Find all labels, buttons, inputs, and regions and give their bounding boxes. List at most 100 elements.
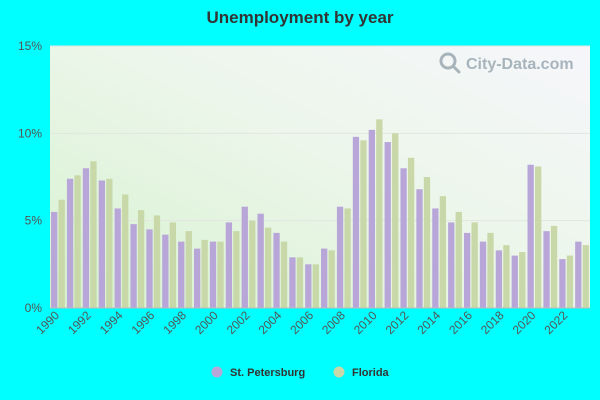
bars — [51, 119, 589, 308]
legend-marker — [211, 366, 223, 378]
bar-st-petersburg-2013 — [416, 189, 423, 308]
bar-st-petersburg-1991 — [66, 178, 74, 308]
bar-st-petersburg-1992 — [82, 168, 90, 308]
x-tick-label: 2014 — [414, 308, 443, 337]
bar-florida-1992 — [90, 161, 97, 308]
bar-st-petersburg-2007 — [321, 248, 328, 308]
bar-florida-2022 — [566, 255, 574, 308]
bar-st-petersburg-1990 — [51, 211, 58, 308]
x-tick-label: 2020 — [510, 308, 539, 337]
bar-st-petersburg-2018 — [495, 250, 503, 308]
y-tick-label: 10% — [18, 126, 42, 140]
x-tick-label: 2002 — [224, 308, 253, 337]
bar-st-petersburg-1997 — [162, 234, 169, 308]
y-axis: 0% 5% 10% 15% — [18, 39, 590, 315]
x-tick-label: 2010 — [351, 308, 380, 337]
bar-florida-2003 — [265, 227, 272, 308]
bar-florida-1999 — [201, 239, 208, 308]
bar-florida-2005 — [296, 257, 304, 308]
x-axis: 1990 1992 1994 1996 1998 2000 2002 2004 2006 2008… — [33, 308, 570, 337]
x-tick-label: 1998 — [160, 308, 189, 337]
bar-st-petersburg-2008 — [336, 206, 344, 308]
x-tick-label: 2022 — [542, 308, 571, 337]
bar-st-petersburg-2019 — [511, 255, 518, 308]
bar-florida-2009 — [360, 140, 367, 308]
bar-st-petersburg-2021 — [543, 231, 550, 308]
bar-florida-1998 — [185, 231, 192, 308]
legend-item: St. Petersburg — [211, 366, 305, 379]
x-tick-label: 1994 — [97, 308, 126, 337]
bar-st-petersburg-1998 — [178, 241, 185, 308]
bar-florida-1996 — [153, 215, 161, 308]
bar-florida-2016 — [471, 222, 478, 308]
bar-st-petersburg-2016 — [463, 232, 471, 308]
bar-florida-1997 — [169, 222, 177, 308]
bar-st-petersburg-1993 — [98, 180, 105, 308]
x-tick-label: 2016 — [446, 308, 475, 337]
bar-florida-2019 — [519, 252, 526, 308]
bar-florida-2006 — [312, 264, 319, 308]
bar-st-petersburg-2000 — [209, 241, 217, 308]
bar-florida-2013 — [423, 177, 431, 308]
bar-florida-1994 — [122, 194, 129, 308]
bar-florida-2023 — [582, 245, 589, 308]
bar-st-petersburg-2011 — [384, 142, 391, 308]
bar-florida-1993 — [106, 178, 113, 308]
bar-florida-1995 — [137, 210, 145, 308]
bar-florida-2020 — [535, 166, 542, 308]
y-tick-label: 0% — [25, 301, 43, 315]
bar-st-petersburg-1995 — [130, 224, 137, 308]
y-tick-label: 5% — [25, 214, 43, 228]
bar-st-petersburg-2002 — [241, 206, 248, 308]
bar-st-petersburg-2015 — [448, 222, 455, 308]
bar-st-petersburg-2020 — [527, 164, 534, 308]
watermark: City-Data.com — [439, 52, 574, 74]
bar-florida-2004 — [280, 241, 288, 308]
bar-florida-2018 — [503, 245, 510, 308]
bar-florida-2015 — [455, 211, 462, 308]
bar-florida-2000 — [217, 241, 224, 308]
bar-st-petersburg-2010 — [368, 129, 375, 308]
bar-florida-2008 — [344, 208, 351, 308]
chart-title: Unemployment by year — [206, 8, 394, 27]
bar-st-petersburg-2017 — [479, 241, 487, 308]
bar-st-petersburg-2006 — [305, 264, 312, 308]
bar-florida-2011 — [392, 133, 399, 308]
y-tick-label: 15% — [18, 39, 42, 53]
x-tick-label: 2000 — [192, 308, 221, 337]
bar-florida-2010 — [376, 119, 383, 308]
bar-florida-2017 — [487, 232, 494, 308]
legend: St. Petersburg Florida — [211, 366, 390, 379]
x-tick-label: 2018 — [478, 308, 507, 337]
bar-st-petersburg-2004 — [273, 232, 280, 308]
x-tick-label: 1996 — [129, 308, 158, 337]
legend-label: St. Petersburg — [230, 367, 305, 379]
bar-florida-1990 — [58, 199, 65, 308]
x-tick-label: 2006 — [287, 308, 316, 337]
bar-florida-2014 — [439, 196, 447, 308]
magnifier-icon — [439, 52, 461, 74]
bar-st-petersburg-2014 — [432, 208, 439, 308]
bar-st-petersburg-2009 — [352, 136, 360, 308]
watermark-text: City-Data.com — [466, 56, 574, 73]
bar-st-petersburg-1994 — [114, 208, 121, 308]
bar-florida-2007 — [328, 250, 335, 308]
x-tick-label: 2004 — [256, 308, 285, 337]
legend-label: Florida — [352, 367, 390, 379]
legend-marker — [333, 366, 345, 378]
bar-st-petersburg-2003 — [257, 213, 264, 308]
bar-st-petersburg-1999 — [193, 248, 201, 308]
legend-item: Florida — [333, 366, 390, 379]
x-tick-label: 2008 — [319, 308, 348, 337]
bar-st-petersburg-2001 — [225, 222, 233, 308]
bar-st-petersburg-2005 — [289, 257, 296, 308]
bar-florida-2002 — [249, 220, 256, 308]
bar-florida-2012 — [407, 157, 415, 308]
bar-st-petersburg-2012 — [400, 168, 407, 308]
bar-st-petersburg-1996 — [146, 229, 153, 308]
bar-florida-1991 — [74, 175, 81, 308]
bar-st-petersburg-2022 — [559, 259, 566, 308]
bar-florida-2021 — [550, 225, 558, 308]
